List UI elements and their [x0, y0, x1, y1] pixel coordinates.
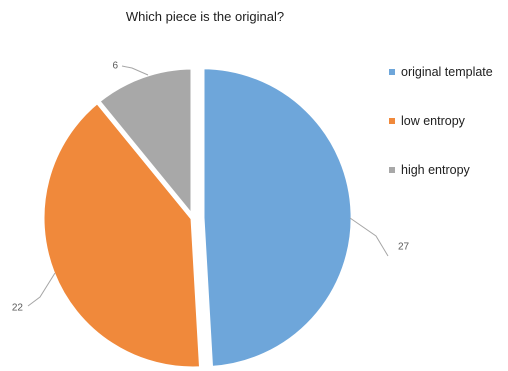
chart-title: Which piece is the original? [125, 9, 285, 24]
leader-line-low-entropy [27, 272, 56, 307]
legend-item-original-template: original template [389, 64, 507, 80]
legend: original template low entropy high entro… [389, 64, 507, 211]
legend-swatch-low-entropy [389, 118, 395, 124]
pie-slice-high-entropy [93, 64, 196, 226]
legend-item-high-entropy: high entropy [389, 162, 507, 178]
legend-label-low-entropy: low entropy [401, 114, 465, 128]
data-label-original-template: 27 [398, 242, 410, 253]
data-label-high-entropy: 6 [112, 61, 118, 72]
leader-line-original-template [349, 217, 389, 257]
pie-slice-original-template [199, 64, 356, 371]
legend-label-high-entropy: high entropy [401, 163, 470, 177]
legend-swatch-high-entropy [389, 167, 395, 173]
leader-line-high-entropy [121, 65, 149, 76]
legend-item-low-entropy: low entropy [389, 113, 507, 129]
legend-swatch-original-template [389, 69, 395, 75]
data-label-low-entropy: 22 [12, 303, 24, 314]
legend-label-original-template: original template [401, 65, 493, 79]
pie-slice-low-entropy [39, 97, 205, 371]
